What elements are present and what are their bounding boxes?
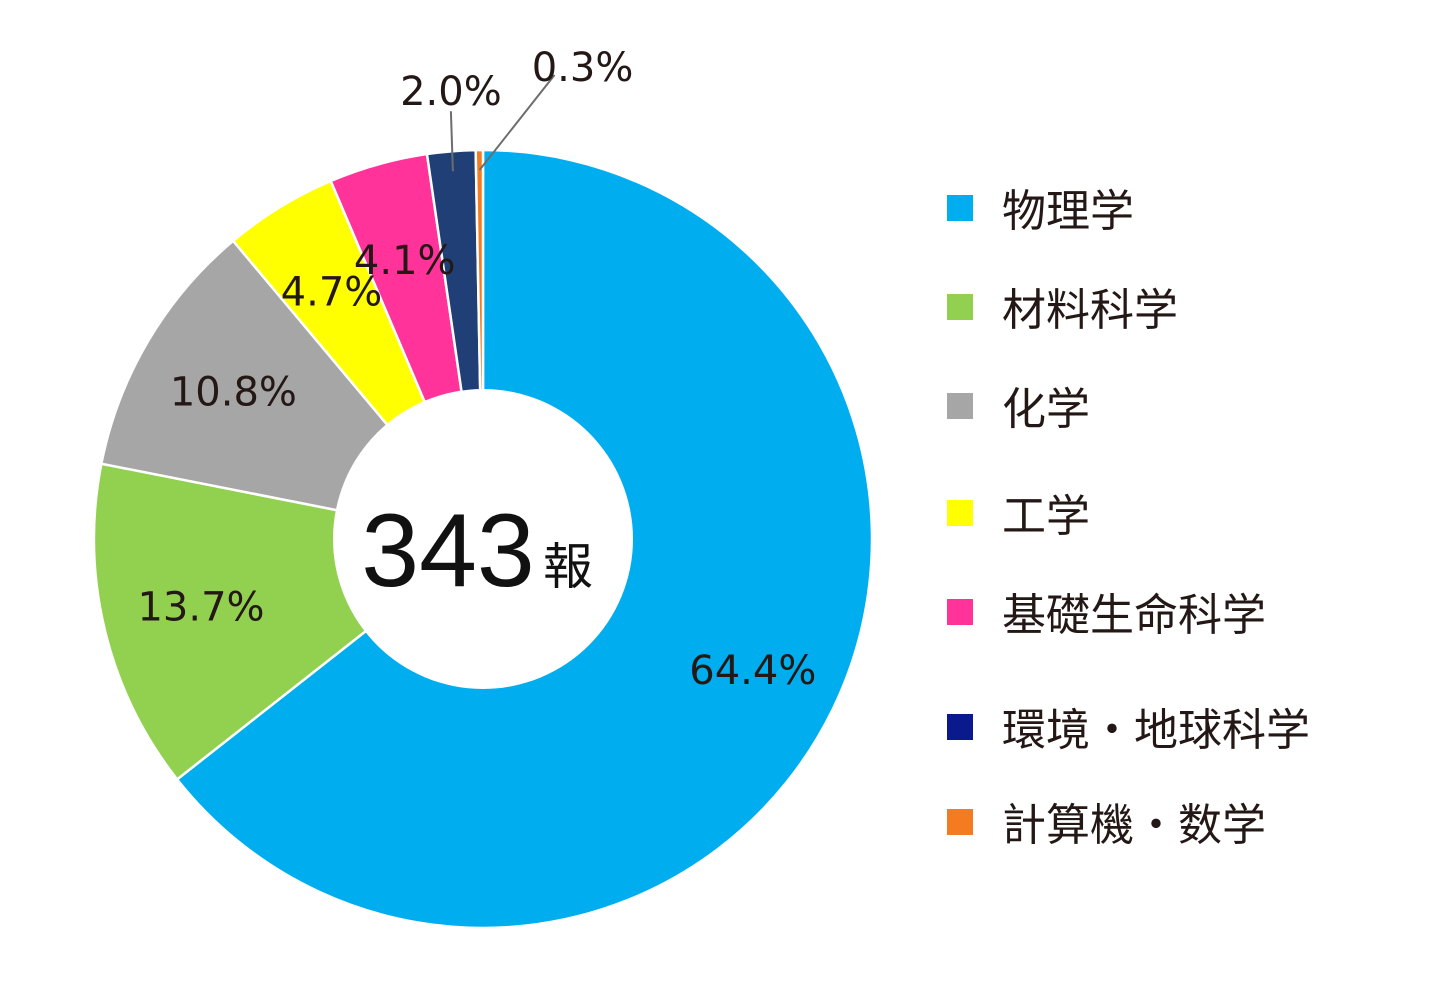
value-label-0: 64.4% [689, 648, 816, 694]
legend-label-0: 物理学 [1002, 186, 1134, 237]
legend-item-1: 材料科学 [947, 285, 1178, 336]
leader-line-5 [449, 111, 454, 172]
legend-item-0: 物理学 [947, 186, 1134, 237]
value-label-3: 4.7% [281, 270, 383, 316]
legend-swatch-4 [947, 599, 973, 625]
legend-swatch-0 [947, 195, 973, 221]
legend-label-2: 化学 [1002, 384, 1090, 435]
value-label-6: 0.3% [532, 45, 634, 91]
value-label-5: 2.0% [400, 69, 502, 115]
leader-lines-group [449, 74, 556, 172]
legend-swatch-6 [947, 809, 973, 835]
legend-swatch-1 [947, 294, 973, 320]
legend-swatch-2 [947, 393, 973, 419]
legend-item-2: 化学 [947, 384, 1090, 435]
leader-line-6 [478, 74, 556, 171]
legend-label-5: 環境・地球科学 [1002, 705, 1310, 756]
legend-label-4: 基礎生命科学 [1002, 590, 1266, 641]
value-label-2: 10.8% [170, 369, 297, 415]
donut-hole [333, 389, 633, 689]
value-label-1: 13.7% [137, 585, 264, 631]
center-total-group: 343 報 [361, 493, 593, 609]
legend-swatch-5 [947, 714, 973, 740]
legend-item-3: 工学 [947, 491, 1090, 542]
legend-swatch-3 [947, 500, 973, 526]
legend-item-6: 計算機・数学 [947, 800, 1266, 851]
legend-item-5: 環境・地球科学 [947, 705, 1310, 756]
value-label-4: 4.1% [354, 238, 456, 284]
legend-label-3: 工学 [1002, 491, 1090, 542]
value-labels-group: 64.4% 13.7% 10.8% 4.7%4.1% 2.0% 0.3% [137, 45, 816, 694]
legend-item-4: 基礎生命科学 [947, 590, 1266, 641]
center-total-unit: 報 [543, 538, 593, 596]
center-total-value: 343 [361, 493, 535, 609]
legend-label-1: 材料科学 [1002, 285, 1178, 336]
legend-label-6: 計算機・数学 [1002, 800, 1266, 851]
